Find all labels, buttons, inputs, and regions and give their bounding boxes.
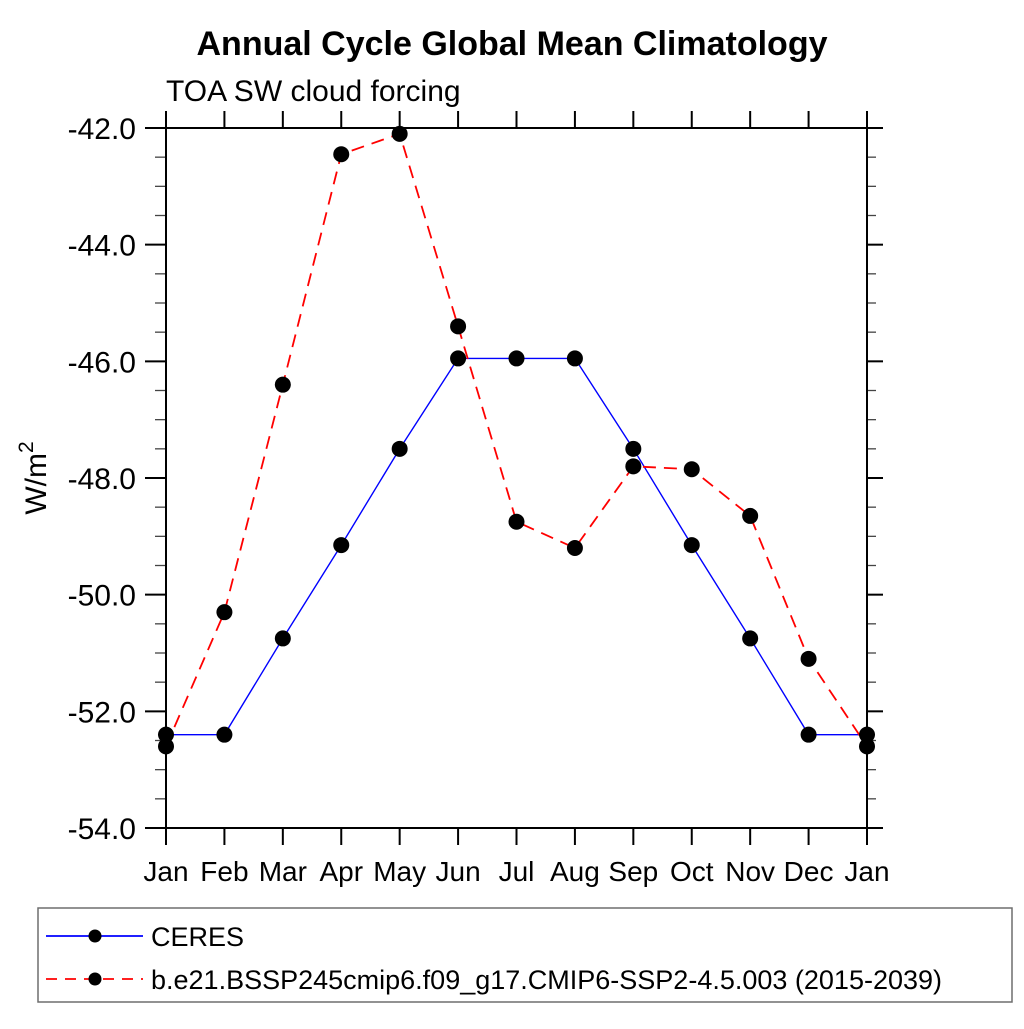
data-point-marker-series-0 [625,440,642,457]
data-point-marker-series-1 [333,146,350,163]
y-axis-label: W/m2 [15,441,53,514]
axes: Jan Feb Mar Apr May Jun Jul Aug Sep Oct Nov Dec Jan-… [68,111,890,887]
data-point-marker-series-0 [333,537,350,554]
legend-marker-ceres-icon [88,929,102,943]
data-point-marker-series-0 [859,726,875,743]
data-point-marker-series-1 [800,650,817,667]
data-point-marker-series-1 [859,738,875,755]
data-point-marker-series-1 [508,513,525,530]
legend-label-model: b.e21.BSSP245cmip6.f09_g17.CMIP6-SSP2-4.… [151,965,942,995]
series-line-1 [165,132,868,747]
legend-box [37,907,1013,1003]
y-axis-label-base: W/m [20,453,53,515]
y-axis-label-superscript: 2 [15,441,38,453]
x-axis-tick-label: Sep [608,856,658,887]
x-axis-tick-label: Oct [670,856,714,887]
y-axis-tick-label: -44.0 [68,230,136,263]
y-axis-tick-label: -50.0 [68,580,136,613]
y-axis-tick-label: -42.0 [68,113,136,146]
data-point-marker-series-0 [158,726,174,743]
legend-label-ceres: CERES [151,922,244,952]
x-axis-tick-label: Jan [143,856,188,887]
y-axis-tick-label: -52.0 [68,696,136,729]
data-point-marker-series-0 [216,726,233,743]
x-axis-tick-label: Dec [784,856,834,887]
y-axis-tick-label: -54.0 [68,813,136,846]
data-point-marker-series-1 [625,458,642,475]
data-point-marker-series-1 [391,125,408,142]
chart-subtitle: TOA SW cloud forcing [166,75,461,108]
data-point-marker-series-0 [274,630,291,647]
data-point-marker-series-0 [508,350,525,367]
data-point-marker-series-0 [391,440,408,457]
x-axis-tick-label: Feb [200,856,248,887]
y-axis-tick-label: -48.0 [68,463,136,496]
x-axis-tick-label: Apr [319,856,363,887]
data-point-marker-series-0 [742,630,759,647]
data-point-marker-series-1 [216,604,233,621]
y-axis-tick-label: -46.0 [68,346,136,379]
data-point-marker-series-1 [683,461,700,478]
x-axis-tick-label: Aug [550,856,600,887]
data-point-marker-series-0 [683,537,700,554]
x-axis-tick-label: Nov [725,856,775,887]
x-axis-tick-label: Jul [499,856,535,887]
legend-marker-model-icon [88,972,102,986]
data-point-marker-series-1 [158,738,174,755]
data-point-marker-series-1 [450,318,467,335]
plot-series [158,125,875,755]
x-axis-tick-label: Jun [436,856,481,887]
data-point-marker-series-0 [450,350,467,367]
plot-frame [165,127,868,829]
x-axis-tick-label: May [373,856,426,887]
data-point-marker-series-1 [742,507,759,524]
legend: CERES b.e21.BSSP245cmip6.f09_g17.CMIP6-S… [37,907,1013,1003]
chart-title: Annual Cycle Global Mean Climatology [197,25,828,63]
data-point-marker-series-0 [566,350,583,367]
data-point-marker-series-1 [274,376,291,393]
x-axis-tick-label: Mar [259,856,307,887]
x-axis-tick-label: Jan [844,856,889,887]
data-point-marker-series-1 [566,540,583,556]
data-point-marker-series-0 [800,726,817,743]
